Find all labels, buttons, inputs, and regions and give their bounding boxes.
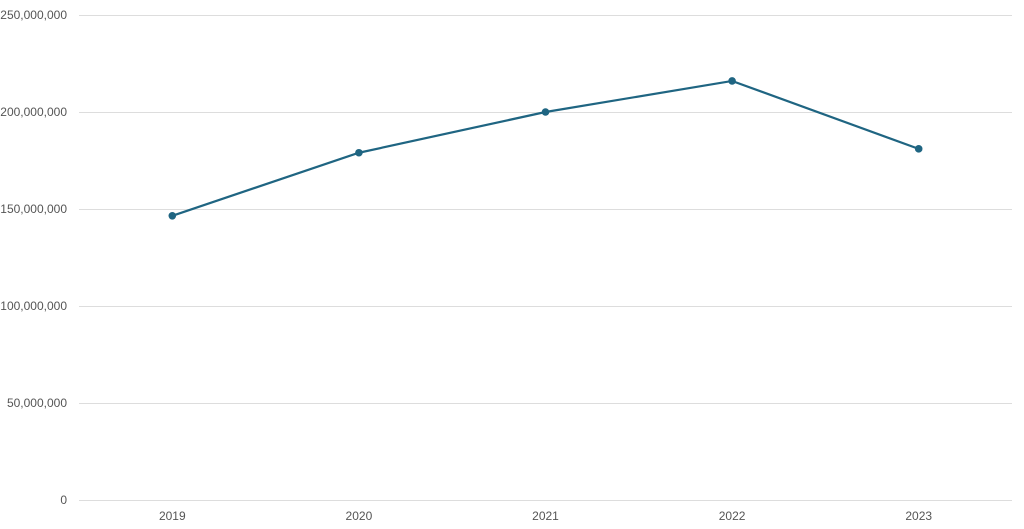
x-tick-label: 2023 <box>905 509 932 523</box>
y-tick-label: 0 <box>60 493 67 507</box>
grid-lines <box>79 15 1012 501</box>
y-tick-label: 50,000,000 <box>7 396 67 410</box>
data-point-2023[interactable] <box>914 145 923 153</box>
y-tick-label: 200,000,000 <box>0 105 67 119</box>
y-tick-label: 250,000,000 <box>0 8 67 22</box>
x-tick-label: 2021 <box>532 509 559 523</box>
data-point-2021[interactable] <box>541 108 550 116</box>
x-tick-label: 2019 <box>159 509 186 523</box>
data-point-2020[interactable] <box>355 148 363 157</box>
x-axis-tick-labels: 2019 2020 2021 2022 2023 <box>159 509 932 523</box>
series-line-0 <box>171 79 920 217</box>
x-tick-label: 2022 <box>719 509 746 523</box>
y-tick-label: 100,000,000 <box>0 299 67 313</box>
data-point-2019[interactable] <box>168 211 177 220</box>
series-group <box>168 77 923 220</box>
y-axis-tick-labels: 0 50,000,000 100,000,000 150,000,000 200,000… <box>0 8 67 507</box>
x-tick-label: 2020 <box>346 509 373 523</box>
data-point-2022[interactable] <box>728 77 736 85</box>
y-tick-label: 150,000,000 <box>0 202 67 216</box>
